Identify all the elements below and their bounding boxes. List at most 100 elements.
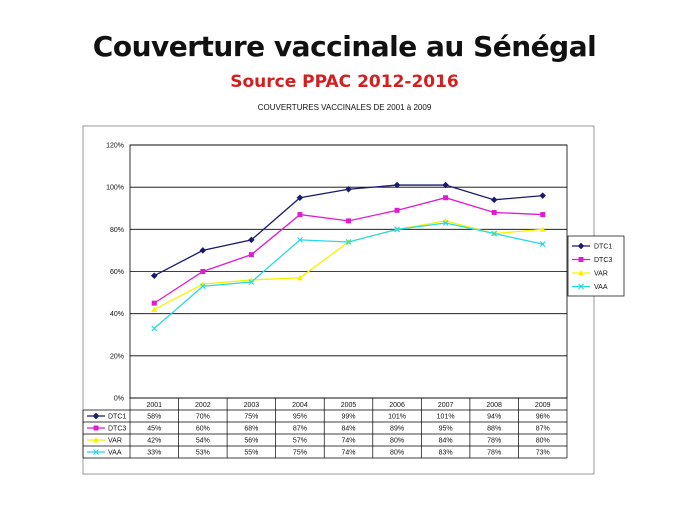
table-series-label: VAA bbox=[108, 450, 122, 457]
data-point-vaa bbox=[491, 230, 498, 237]
table-cell: 88% bbox=[487, 426, 501, 433]
x-tick-label: 2006 bbox=[389, 402, 405, 409]
table-cell: 75% bbox=[293, 450, 307, 457]
data-point-dtc1 bbox=[442, 181, 449, 189]
table-cell: 83% bbox=[439, 450, 453, 457]
data-point-dtc1 bbox=[490, 196, 498, 204]
slide-subtitle: Source PPAC 2012-2016 bbox=[230, 72, 459, 92]
legend-label: DTC1 bbox=[594, 244, 612, 251]
data-point-dtc3 bbox=[394, 207, 400, 213]
data-point-dtc1 bbox=[539, 192, 547, 199]
x-tick-label: 2003 bbox=[244, 402, 260, 409]
data-point-var bbox=[539, 226, 546, 232]
legend-label: VAA bbox=[594, 284, 608, 291]
y-tick-label: 40% bbox=[110, 311, 124, 318]
data-point-dtc3 bbox=[151, 300, 157, 306]
data-point-vaa bbox=[248, 279, 255, 285]
table-cell: 78% bbox=[487, 450, 501, 457]
table-cell: 78% bbox=[487, 438, 501, 445]
data-point-var bbox=[151, 306, 158, 312]
table-series-label: DTC3 bbox=[108, 426, 126, 433]
chart-frame bbox=[82, 125, 595, 475]
table-cell: 99% bbox=[341, 414, 355, 421]
data-point-dtc1 bbox=[296, 194, 304, 202]
table-cell: 70% bbox=[196, 414, 210, 421]
data-point-dtc1 bbox=[199, 247, 207, 254]
legend-marker-dtc3 bbox=[578, 257, 584, 262]
data-point-dtc1 bbox=[150, 272, 158, 280]
data-point-vaa bbox=[345, 239, 352, 245]
y-tick-label: 100% bbox=[106, 185, 124, 192]
table-legend-marker bbox=[93, 449, 99, 455]
table-cell: 60% bbox=[196, 426, 210, 433]
data-point-vaa bbox=[151, 325, 158, 332]
legend-label: DTC3 bbox=[594, 257, 612, 264]
y-tick-label: 80% bbox=[110, 227, 124, 234]
data-point-dtc3 bbox=[540, 212, 546, 218]
y-tick-label: 20% bbox=[110, 353, 124, 360]
x-tick-label: 2001 bbox=[146, 402, 162, 409]
table-cell: 33% bbox=[147, 450, 161, 457]
data-point-dtc3 bbox=[346, 218, 351, 224]
x-tick-label: 2009 bbox=[535, 402, 551, 409]
data-point-dtc1 bbox=[393, 181, 401, 189]
table-cell: 95% bbox=[439, 426, 453, 433]
series-line-dtc3 bbox=[153, 197, 543, 304]
legend-marker-var bbox=[578, 270, 584, 276]
x-tick-label: 2004 bbox=[292, 402, 308, 409]
data-point-vaa bbox=[297, 236, 303, 243]
table-cell: 101% bbox=[437, 414, 455, 421]
table-legend-marker bbox=[93, 437, 99, 443]
slide-title: Couverture vaccinale au Sénégal bbox=[92, 30, 597, 63]
data-point-dtc3 bbox=[297, 212, 303, 218]
data-point-dtc3 bbox=[491, 209, 497, 215]
table-cell: 54% bbox=[196, 438, 210, 445]
legend-marker-dtc1 bbox=[577, 242, 585, 250]
data-point-dtc3 bbox=[248, 252, 254, 258]
table-cell: 53% bbox=[196, 450, 210, 457]
table-cell: 58% bbox=[147, 414, 161, 421]
table-cell: 57% bbox=[293, 438, 307, 445]
table-cell: 45% bbox=[147, 426, 161, 433]
x-tick-label: 2002 bbox=[195, 402, 211, 409]
table-legend-marker bbox=[92, 412, 100, 420]
x-tick-label: 2008 bbox=[486, 402, 502, 409]
x-tick-label: 2005 bbox=[341, 402, 357, 409]
data-point-dtc1 bbox=[248, 236, 255, 244]
y-tick-label: 60% bbox=[110, 269, 124, 276]
legend-marker-vaa bbox=[578, 283, 584, 290]
data-point-dtc1 bbox=[345, 185, 352, 193]
series-line-var bbox=[153, 220, 543, 311]
chart-title: COUVERTURES VACCINALES DE 2001 à 2009 bbox=[257, 103, 432, 112]
table-cell: 94% bbox=[487, 414, 501, 421]
data-point-dtc3 bbox=[443, 195, 449, 201]
data-point-dtc3 bbox=[200, 269, 206, 274]
table-cell: 84% bbox=[439, 438, 453, 445]
table-cell: 87% bbox=[536, 426, 550, 433]
table-cell: 74% bbox=[341, 438, 355, 445]
table-cell: 73% bbox=[536, 450, 550, 457]
table-cell: 68% bbox=[244, 426, 258, 433]
table-series-label: DTC1 bbox=[108, 414, 126, 421]
series-line-vaa bbox=[153, 222, 543, 329]
table-cell: 75% bbox=[244, 414, 258, 421]
table-cell: 55% bbox=[244, 450, 258, 457]
table-cell: 89% bbox=[390, 426, 404, 433]
table-legend-marker bbox=[93, 425, 99, 431]
data-point-var bbox=[296, 274, 303, 281]
y-tick-label: 120% bbox=[106, 143, 124, 150]
table-cell: 80% bbox=[536, 438, 550, 445]
data-point-vaa bbox=[539, 241, 546, 248]
data-point-vaa bbox=[394, 226, 400, 233]
table-cell: 95% bbox=[293, 414, 307, 421]
table-series-label: VAR bbox=[108, 438, 122, 445]
table-cell: 80% bbox=[390, 450, 404, 457]
table-cell: 87% bbox=[293, 426, 307, 433]
table-cell: 74% bbox=[341, 450, 355, 457]
y-tick-label: 0% bbox=[114, 396, 124, 403]
table-cell: 56% bbox=[244, 438, 258, 445]
data-point-vaa bbox=[442, 220, 449, 226]
table-cell: 96% bbox=[536, 414, 550, 421]
table-cell: 80% bbox=[390, 438, 404, 445]
